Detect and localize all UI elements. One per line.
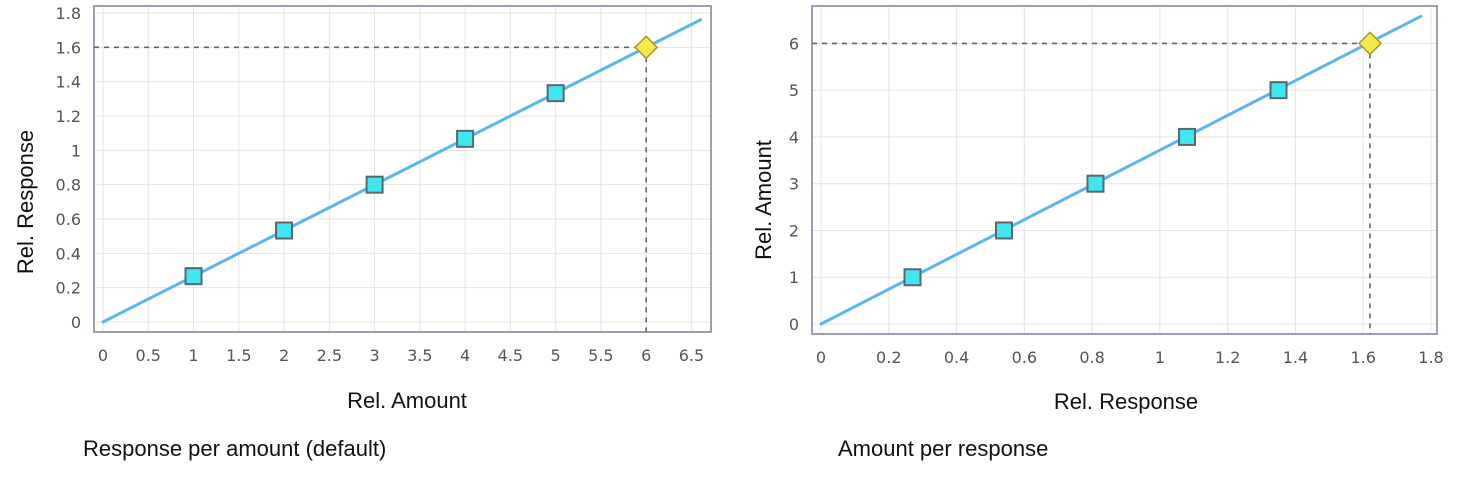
x-tick-label: 3 — [369, 346, 379, 365]
x-tick-label: 1.4 — [1283, 348, 1308, 367]
x-tick-label: 2.5 — [317, 346, 342, 365]
y-tick-label: 2 — [789, 221, 799, 240]
y-tick-label: 1.6 — [56, 38, 81, 57]
x-tick-label: 3.5 — [407, 346, 432, 365]
x-tick-label: 0.8 — [1079, 348, 1104, 367]
y-tick-label: 0 — [789, 315, 799, 334]
y-tick-label: 0.4 — [56, 244, 81, 263]
x-tick-label: 1 — [188, 346, 198, 365]
calibration-point — [184, 267, 203, 286]
x-tick-label: 2 — [279, 346, 289, 365]
x-tick-label: 6.5 — [679, 346, 704, 365]
y-tick-label: 3 — [789, 175, 799, 194]
x-tick-label: 1.5 — [226, 346, 251, 365]
chart-2-caption: Amount per response — [838, 436, 1049, 461]
sample-point — [1357, 31, 1383, 56]
calibration-point — [1086, 174, 1105, 193]
y-axis-title: Rel. Amount — [751, 140, 776, 260]
calibration-point — [903, 268, 922, 287]
calibration-point — [456, 129, 475, 148]
x-tick-label: 1.2 — [1215, 348, 1240, 367]
x-tick-label: 0 — [98, 346, 108, 365]
x-tick-label: 0 — [816, 348, 826, 367]
calibration-point — [1269, 81, 1288, 100]
x-tick-label: 0.2 — [876, 348, 901, 367]
y-tick-label: 4 — [789, 128, 799, 147]
fit-line — [101, 18, 702, 324]
x-tick-label: 0.6 — [1012, 348, 1037, 367]
y-tick-label: 1 — [789, 268, 799, 287]
x-tick-label: 1 — [1155, 348, 1165, 367]
chart-2: 0 0.2 0.4 0.6 0.8 1 1.2 1.4 1.6 1.8 0 1 2 3 4 5 6 Rel. Re… — [751, 5, 1444, 414]
x-tick-label: 6 — [641, 346, 651, 365]
x-tick-label: 4 — [460, 346, 470, 365]
y-tick-label: 6 — [789, 34, 799, 53]
y-tick-label: 1.4 — [56, 73, 81, 92]
x-axis-title: Rel. Amount — [347, 388, 467, 413]
x-axis-title: Rel. Response — [1054, 389, 1198, 414]
x-tick-label: 0.5 — [136, 346, 161, 365]
sample-point — [634, 35, 659, 60]
x-tick-label: 5.5 — [588, 346, 613, 365]
y-tick-label: 0.8 — [56, 176, 81, 195]
calibration-point — [995, 221, 1013, 240]
x-tick-label: 4.5 — [498, 346, 523, 365]
chart-1: 0 0.5 1 1.5 2 2.5 3 3.5 4 4.5 5 5.5 6 6.5 0 0.2 0.4 0.6 0.… — [13, 4, 712, 413]
x-tick-label: 1.6 — [1350, 348, 1375, 367]
calibration-point — [275, 221, 294, 240]
calibration-point — [546, 84, 565, 103]
y-tick-label: 1.2 — [56, 107, 81, 126]
y-tick-label: 5 — [789, 81, 799, 100]
y-tick-label: 0 — [71, 313, 81, 332]
y-tick-label: 1.8 — [56, 4, 81, 23]
y-tick-label: 0.6 — [56, 210, 81, 229]
x-tick-label: 1.8 — [1418, 348, 1443, 367]
y-axis-title: Rel. Response — [13, 130, 38, 274]
calibration-point — [365, 175, 384, 194]
y-tick-label: 1 — [71, 141, 81, 160]
x-tick-label: 0.4 — [944, 348, 969, 367]
calibration-point — [1178, 127, 1196, 146]
y-tick-label: 0.2 — [56, 279, 81, 298]
x-tick-label: 5 — [551, 346, 561, 365]
chart-1-caption: Response per amount (default) — [83, 436, 387, 461]
